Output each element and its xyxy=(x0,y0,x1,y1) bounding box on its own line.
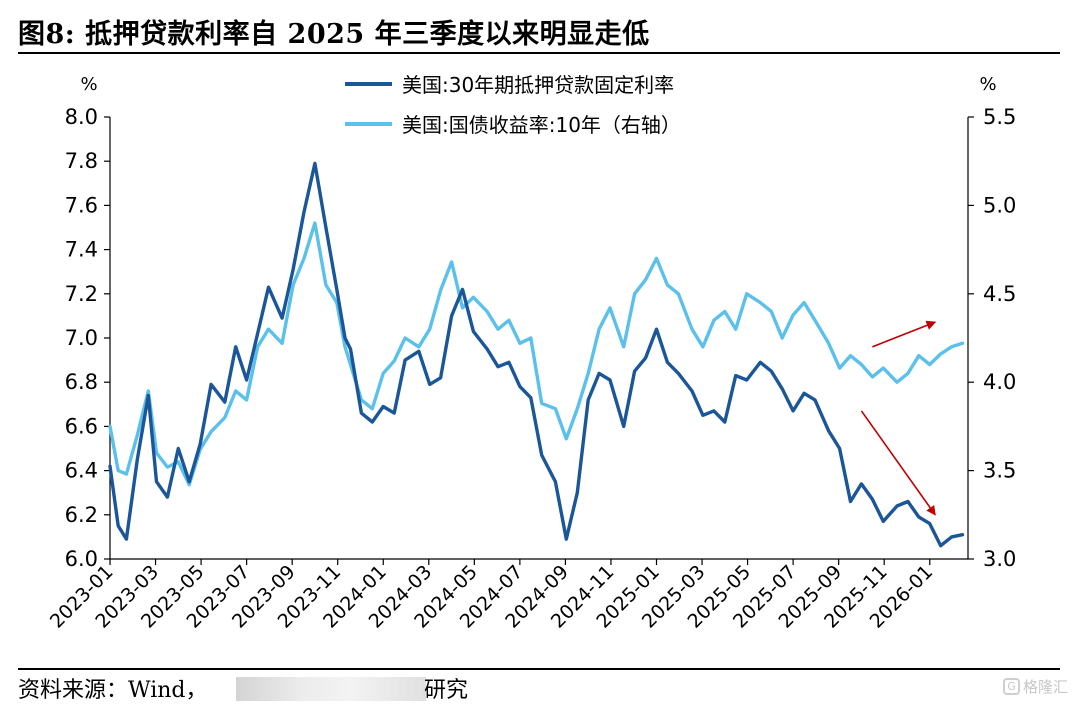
chart: 8.0 7.8 7.6 7.4 7.2 7.0 6.8 6.6 6.4 6.2 6.0 5.5 5.0 4… xyxy=(46,73,1017,633)
left-tick-label: 8.0 xyxy=(65,105,98,129)
trend-arrow-down xyxy=(860,410,936,516)
left-tick-label: 7.4 xyxy=(65,238,98,262)
left-axis-unit: % xyxy=(80,74,97,95)
footer-divider xyxy=(18,668,1060,670)
watermark: G 格隆汇 xyxy=(1002,676,1068,697)
left-tick-label: 7.2 xyxy=(65,282,98,306)
mortgage-30y-line xyxy=(108,161,965,548)
source-note-tail: 研究 xyxy=(424,678,469,703)
legend-label: 美国:30年期抵押贷款固定利率 xyxy=(402,73,674,97)
left-tick-label: 6.6 xyxy=(65,414,98,438)
title-divider xyxy=(18,52,1060,54)
right-tick-label: 4.0 xyxy=(983,370,1016,394)
right-tick-label: 5.0 xyxy=(983,193,1016,217)
left-tick-label: 6.2 xyxy=(65,503,98,527)
right-tick-label: 3.5 xyxy=(983,459,1016,483)
page-title: 图8: 抵押贷款利率自 2025 年三季度以来明显走低 xyxy=(18,19,650,50)
right-tick-label: 3.0 xyxy=(983,547,1016,571)
watermark-text: 格隆汇 xyxy=(1022,678,1068,696)
source-note: 资料来源：Wind， xyxy=(18,678,208,703)
redaction-bar xyxy=(236,677,426,701)
right-tick-label: 5.5 xyxy=(983,105,1016,129)
treasury-10y-line xyxy=(108,221,965,487)
left-tick-label: 6.0 xyxy=(65,547,98,571)
left-tick-label: 7.6 xyxy=(65,193,98,217)
trend-arrow-up xyxy=(872,320,937,348)
left-tick-label: 6.8 xyxy=(65,370,98,394)
watermark-icon: G xyxy=(1002,678,1020,695)
right-tick-label: 4.5 xyxy=(983,282,1016,306)
left-tick-label: 7.8 xyxy=(65,149,98,173)
right-axis-unit: % xyxy=(979,74,996,95)
left-tick-label: 7.0 xyxy=(65,326,98,350)
legend-label: 美国:国债收益率:10年（右轴） xyxy=(402,113,681,137)
left-tick-label: 6.4 xyxy=(65,459,98,483)
